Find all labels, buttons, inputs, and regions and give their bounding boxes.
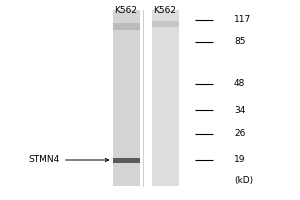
Bar — [152, 10, 178, 186]
Text: STMN4: STMN4 — [29, 156, 109, 164]
Text: 48: 48 — [234, 79, 245, 88]
Bar — [112, 10, 140, 186]
Text: 26: 26 — [234, 130, 245, 138]
Text: 85: 85 — [234, 38, 245, 46]
Text: K562: K562 — [115, 6, 137, 15]
Bar — [112, 22, 140, 29]
Text: K562: K562 — [154, 6, 176, 15]
Bar — [112, 158, 140, 163]
Text: 117: 117 — [234, 16, 251, 24]
Text: 19: 19 — [234, 156, 245, 164]
Bar — [152, 21, 178, 27]
Text: 34: 34 — [234, 106, 245, 114]
Text: (kD): (kD) — [234, 176, 253, 184]
